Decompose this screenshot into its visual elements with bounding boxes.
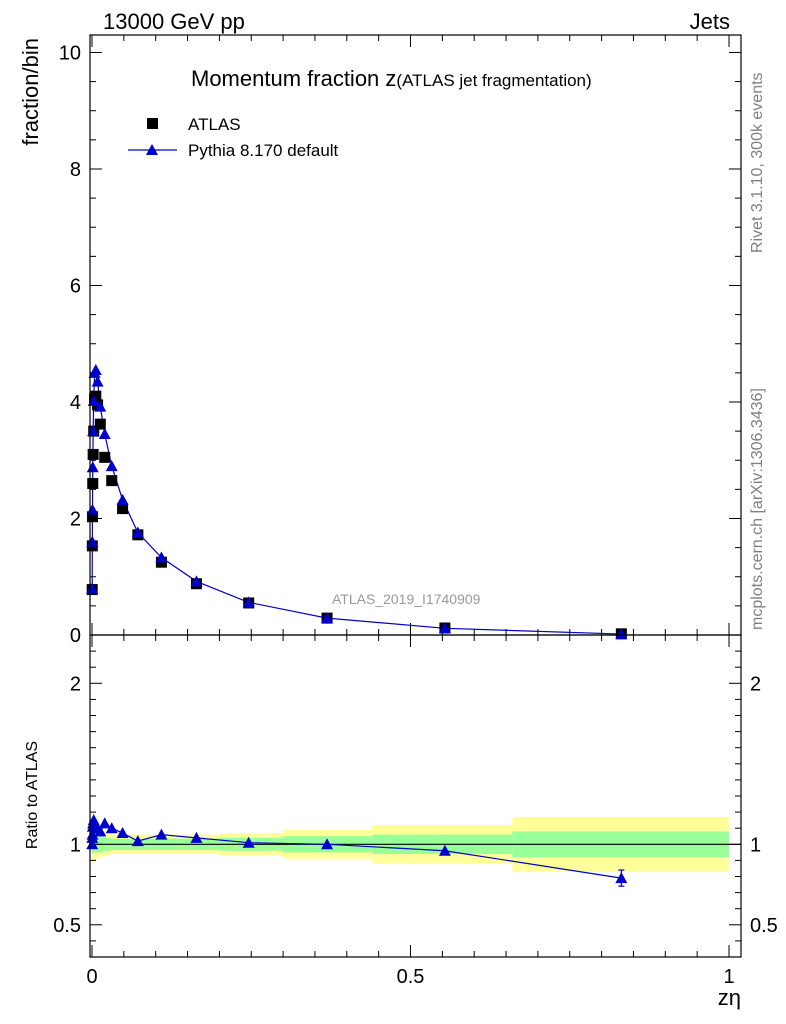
mc-point	[98, 428, 111, 440]
legend: ATLAS Pythia 8.170 default	[128, 115, 339, 160]
ratio-point	[131, 835, 144, 847]
ratio-point	[86, 838, 99, 850]
legend-mc-marker	[146, 144, 158, 155]
y-tick-label: 4	[70, 392, 81, 414]
header-right: Jets	[690, 9, 730, 34]
mcplots-label: mcplots.cern.ch [arXiv:1306.3436]	[749, 388, 766, 630]
x-axis-label: zη	[718, 985, 741, 1010]
ratio-point	[615, 872, 628, 884]
header-left: 13000 GeV pp	[103, 9, 245, 34]
data-point	[99, 451, 111, 463]
data-point	[87, 511, 99, 523]
mc-point	[105, 460, 118, 472]
mc-point	[190, 575, 203, 587]
x-tick-label: 0	[86, 966, 97, 988]
mc-point	[615, 628, 628, 640]
mc-point	[321, 612, 334, 624]
data-point	[87, 478, 99, 490]
ratio-y-tick-label: 2	[70, 673, 81, 695]
mc-point	[94, 400, 107, 412]
ratio-point	[94, 825, 107, 837]
data-point	[94, 418, 106, 430]
data-point	[106, 475, 118, 487]
mc-point	[86, 503, 99, 515]
legend-mc-label: Pythia 8.170 default	[188, 141, 339, 160]
y-axis-label: fraction/bin	[18, 38, 43, 146]
ratio-point	[438, 844, 451, 856]
plot-title: Momentum fraction z(ATLAS jet fragmentat…	[191, 66, 592, 91]
mc-point	[131, 526, 144, 538]
ratio-y-tick-label-right: 2	[750, 673, 761, 695]
plot-title-main: Momentum fraction z	[191, 66, 396, 91]
mc-point	[87, 394, 100, 406]
y-tick-label: 10	[59, 42, 81, 64]
ratio-y-tick-label-right: 1	[750, 834, 761, 856]
y-tick-label: 6	[70, 275, 81, 297]
ratio-plot: 0.5 0.5 1 1 2 2 0 0.5 1 Ratio to ATLAS zη	[24, 634, 778, 1010]
ratio-point	[98, 817, 111, 829]
ratio-y-tick-label: 0.5	[53, 915, 81, 937]
ratio-point	[116, 827, 129, 839]
main-plot: 0 2 4 6 8 10 Momentum fraction z(ATLAS jet fr…	[18, 34, 742, 647]
legend-data-marker	[147, 118, 158, 129]
ratio-point	[321, 838, 334, 850]
mc-point	[438, 622, 451, 634]
mc-point	[155, 551, 168, 563]
ratio-point	[105, 822, 118, 834]
rivet-label: Rivet 3.1.10, 300k events	[749, 72, 766, 253]
data-point	[117, 503, 129, 515]
ratio-y-tick-label: 1	[70, 834, 81, 856]
ratio-y-tick-label-right: 0.5	[750, 915, 778, 937]
mc-point	[242, 596, 255, 608]
analysis-tag: ATLAS_2019_I1740909	[332, 591, 481, 607]
mc-point	[116, 493, 129, 505]
y-tick-label: 2	[70, 508, 81, 530]
mc-point	[86, 582, 99, 594]
plot-title-sub: (ATLAS jet fragmentation)	[396, 71, 591, 90]
y-tick-label: 0	[70, 625, 81, 647]
mc-point	[91, 375, 104, 387]
data-point	[87, 448, 99, 460]
mc-point	[86, 535, 99, 547]
y-tick-label: 8	[70, 159, 81, 181]
ratio-y-axis-label: Ratio to ATLAS	[24, 741, 41, 849]
legend-data-label: ATLAS	[188, 115, 241, 134]
ratio-point	[155, 828, 168, 840]
x-tick-label: 0.5	[397, 966, 425, 988]
ratio-point	[190, 831, 203, 843]
ratio-plot-frame	[89, 634, 742, 958]
ratio-point	[242, 836, 255, 848]
mc-point	[86, 461, 99, 473]
x-tick-label: 1	[723, 966, 734, 988]
mc-point	[89, 363, 102, 375]
data-point	[90, 390, 102, 402]
